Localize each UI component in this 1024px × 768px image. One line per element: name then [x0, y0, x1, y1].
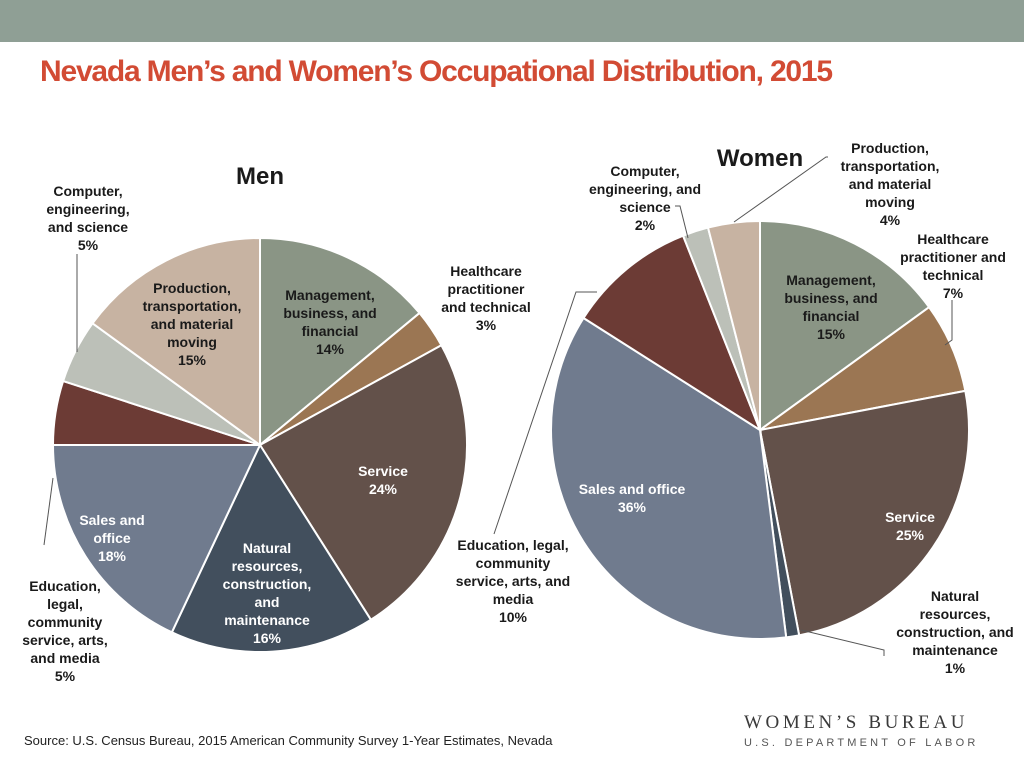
- page-title: Nevada Men’s and Women’s Occupational Di…: [40, 55, 833, 88]
- pie-slice: [582, 234, 763, 433]
- slice-label: Natural resources, construction, and mainte…: [896, 588, 1013, 676]
- slice-label: Healthcare practitioner and technical 7%: [900, 231, 1006, 301]
- leader-line: [675, 205, 689, 239]
- chart-heading: Men: [236, 163, 284, 190]
- slice-label: Computer, engineering, and science 5%: [46, 183, 129, 253]
- slice-label: Natural resources, construction, and mainten…: [223, 540, 312, 646]
- top-banner-bar: [0, 0, 1024, 42]
- leader-line: [944, 300, 953, 346]
- pie-slice: [758, 389, 970, 637]
- pie-slice: [170, 442, 373, 653]
- slice-label: Production, transportation, and material mo…: [841, 140, 940, 228]
- slice-label: Service 25%: [885, 509, 935, 543]
- slice-label: Management, business, and financial 14%: [283, 287, 376, 357]
- logo-title: WOMEN’S BUREAU: [744, 712, 969, 733]
- slice-label: Sales and office 36%: [579, 481, 686, 515]
- chart-heading: Women: [717, 145, 803, 172]
- leader-line: [493, 291, 597, 535]
- pie-chart-men: Men Management, business, and financial 14% H…: [22, 163, 531, 684]
- slice-label: Healthcare practitioner and technical 3%: [441, 263, 530, 333]
- pie-slice: [51, 444, 262, 634]
- pie-slice: [759, 219, 931, 432]
- pie-slice: [259, 236, 421, 448]
- pie-chart-women: Women Management, business, and financial 15…: [456, 140, 1014, 676]
- logo-subtitle: U.S. DEPARTMENT OF LABOR: [744, 737, 979, 749]
- slice-label: Production, transportation, and material mo…: [143, 280, 242, 368]
- pie-slice: [258, 343, 469, 622]
- leader-line: [43, 477, 54, 546]
- source-note: Source: U.S. Census Bureau, 2015 America…: [24, 733, 553, 748]
- slice-label: Computer, engineering, and science 2%: [589, 163, 701, 233]
- leader-line: [733, 156, 828, 223]
- slice-label: Education, legal, community service, arts,…: [456, 537, 570, 625]
- slice-label: Education, legal, community service, arts, a…: [22, 578, 108, 684]
- leader-line: [800, 629, 885, 656]
- womens-bureau-logo: WOMEN’S BUREAU U.S. DEPARTMENT OF LABOR: [744, 712, 979, 749]
- slice-label: Management, business, and financial 15%: [784, 272, 877, 342]
- pie-slice: [91, 236, 261, 447]
- pie-slice: [550, 316, 788, 640]
- pie-slice: [706, 219, 761, 431]
- slice-label: Service 24%: [358, 463, 408, 497]
- slice-label: Sales and office 18%: [79, 512, 144, 564]
